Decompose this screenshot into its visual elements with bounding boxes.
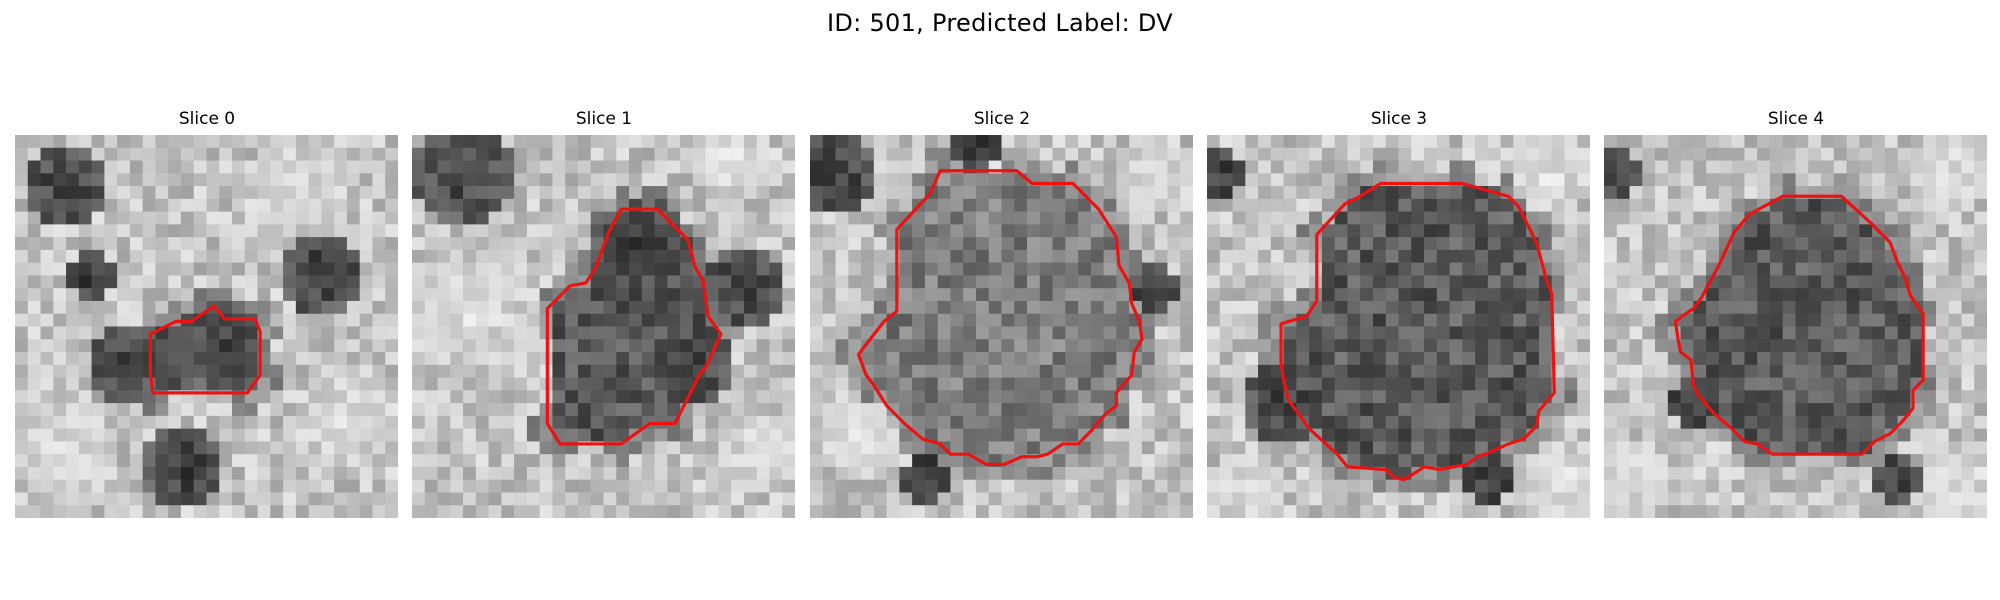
slice-title: Slice 3: [1370, 109, 1428, 129]
slice-image: [15, 135, 398, 518]
slice-image: [412, 135, 795, 518]
segmentation-contour: [1279, 181, 1556, 482]
slice-image: [1604, 135, 1987, 518]
slice-title: Slice 4: [1767, 109, 1825, 129]
slice-title: Slice 2: [973, 109, 1031, 129]
slice-panel-3: Slice 3: [1207, 108, 1591, 522]
figure-title: ID: 501, Predicted Label: DV: [827, 9, 1173, 37]
slice-title: Slice 1: [575, 109, 633, 129]
slice-panel-2: Slice 2: [810, 108, 1194, 522]
segmentation-contour: [1673, 194, 1925, 456]
slice-panel-1: Slice 1: [412, 108, 796, 522]
slice-title: Slice 0: [178, 109, 236, 129]
segmentation-contour: [856, 169, 1144, 466]
segmentation-contour: [148, 304, 262, 395]
slice-panel-4: Slice 4: [1604, 108, 1988, 522]
slice-image: [1207, 135, 1590, 518]
slice-panel-0: Slice 0: [15, 108, 399, 522]
slice-image: [810, 135, 1193, 518]
segmentation-contour: [545, 207, 723, 446]
